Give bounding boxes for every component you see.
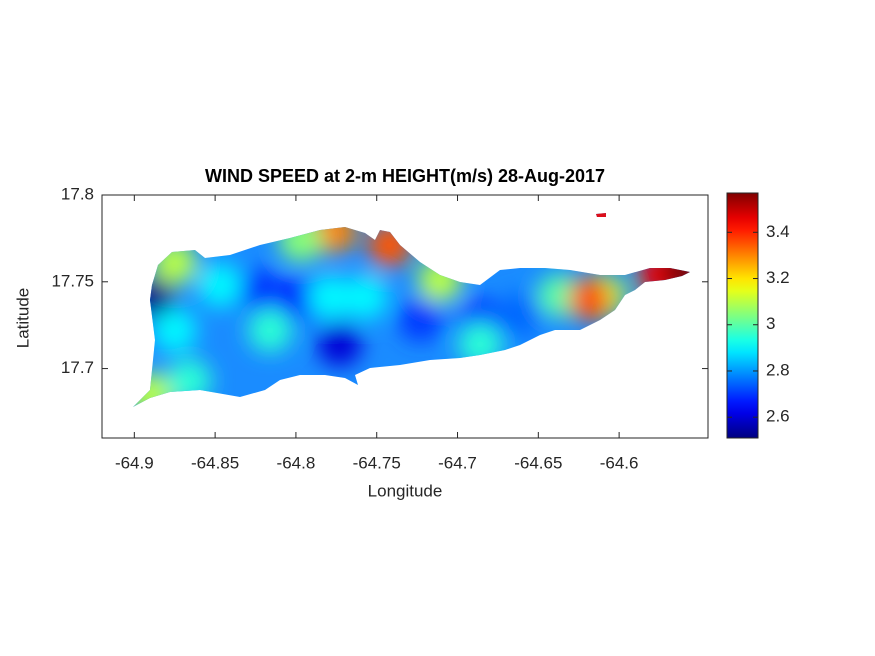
- x-tick-label: -64.75: [353, 453, 401, 472]
- y-tick-label: 17.8: [61, 184, 94, 203]
- wind-cell: [307, 275, 352, 320]
- wind-cell: [248, 308, 293, 353]
- x-tick-label: -64.7: [438, 453, 477, 472]
- colorbar-tick-label: 3.4: [766, 222, 790, 241]
- wind-cell: [568, 277, 613, 322]
- colorbar-tick-label: 2.8: [766, 360, 790, 379]
- x-tick-label: -64.9: [115, 453, 154, 472]
- y-axis-label: Latitude: [13, 288, 32, 349]
- axes-box: [101, 194, 709, 439]
- colorbar-tick-label: 3: [766, 314, 775, 333]
- colorbar-tick-label: 2.6: [766, 407, 790, 426]
- wind-cell: [398, 297, 443, 342]
- wind-cell: [343, 275, 388, 320]
- x-tick-label: -64.8: [277, 453, 316, 472]
- wind-cell: [498, 292, 543, 337]
- wind-cell: [317, 322, 362, 367]
- wind-cell: [238, 268, 283, 313]
- chart-title: WIND SPEED at 2-m HEIGHT(m/s) 28-Aug-201…: [205, 166, 605, 186]
- x-axis-label: Longitude: [368, 481, 443, 500]
- wind-cell: [197, 263, 242, 308]
- x-tick-label: -64.85: [191, 453, 239, 472]
- y-tick-label: 17.75: [51, 271, 94, 290]
- x-tick-label: -64.6: [600, 453, 639, 472]
- y-tick-label: 17.7: [61, 358, 94, 377]
- colorbar: [726, 192, 759, 439]
- colorbar-tick-label: 3.2: [766, 268, 790, 287]
- x-tick-label: -64.65: [514, 453, 562, 472]
- wind-cell: [152, 308, 197, 353]
